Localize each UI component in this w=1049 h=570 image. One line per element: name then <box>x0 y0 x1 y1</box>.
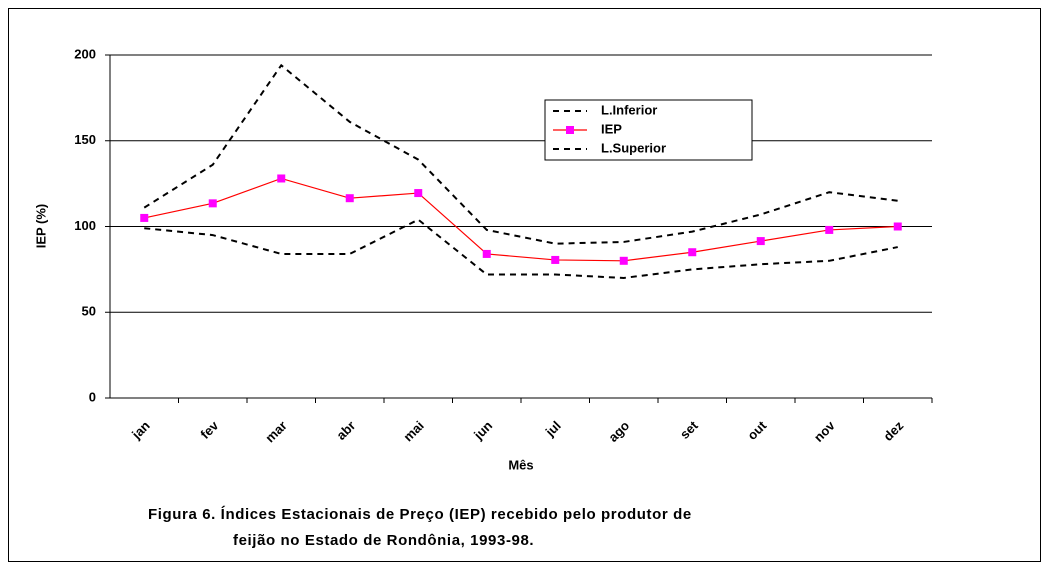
marker <box>893 222 902 231</box>
x-axis-title: Mês <box>508 457 533 472</box>
marker <box>208 199 217 208</box>
marker <box>277 174 286 183</box>
marker <box>688 248 697 257</box>
marker <box>414 189 423 198</box>
marker <box>825 225 834 234</box>
series-line <box>144 218 898 279</box>
series-line <box>144 177 898 262</box>
caption-line: feijão no Estado de Rondônia, 1993-98. <box>233 532 534 549</box>
marker <box>619 256 628 265</box>
marker <box>345 194 354 203</box>
y-axis-title: IEP (%) <box>33 204 48 249</box>
marker <box>756 237 765 246</box>
marker <box>551 255 560 264</box>
frame <box>8 8 1041 562</box>
y-tick-label: 150 <box>74 132 96 147</box>
y-tick-label: 200 <box>74 46 96 61</box>
caption-line: Figura 6. Índices Estacionais de Preço (… <box>148 506 692 523</box>
legend-label: IEP <box>601 121 622 136</box>
y-tick-label: 50 <box>82 304 96 319</box>
legend-marker <box>566 126 574 134</box>
y-tick-label: 0 <box>89 389 96 404</box>
marker <box>140 213 149 222</box>
legend-label: L.Superior <box>601 140 666 155</box>
marker <box>482 249 491 258</box>
series-line <box>143 63 898 245</box>
y-tick-label: 100 <box>74 218 96 233</box>
legend-label: L.Inferior <box>601 102 657 117</box>
